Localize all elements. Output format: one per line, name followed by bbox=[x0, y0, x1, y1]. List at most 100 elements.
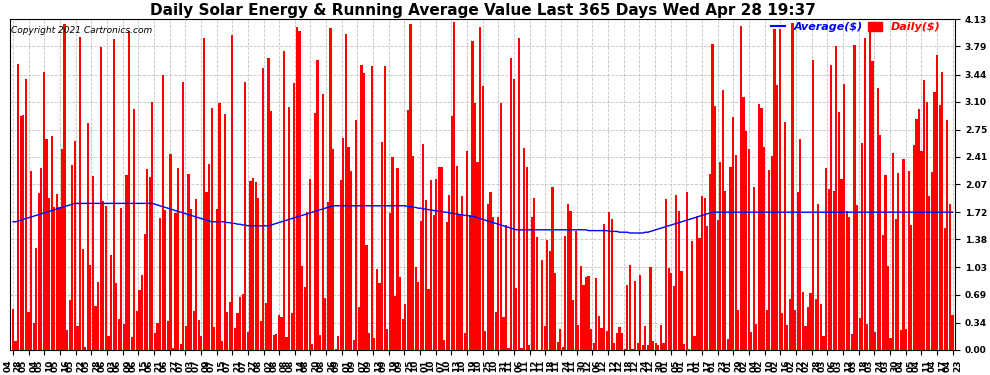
Bar bbox=[593, 343, 595, 350]
Bar bbox=[738, 310, 740, 350]
Bar bbox=[564, 236, 566, 350]
Bar bbox=[670, 273, 672, 350]
Bar bbox=[25, 79, 27, 350]
Bar bbox=[929, 196, 931, 350]
Bar bbox=[941, 72, 943, 350]
Bar bbox=[474, 104, 476, 350]
Bar bbox=[58, 207, 60, 350]
Bar bbox=[370, 66, 373, 350]
Bar bbox=[428, 289, 430, 350]
Bar bbox=[458, 215, 460, 350]
Bar bbox=[345, 34, 347, 350]
Bar bbox=[417, 282, 420, 350]
Bar bbox=[453, 22, 455, 350]
Bar bbox=[742, 97, 744, 350]
Bar bbox=[572, 300, 574, 350]
Bar bbox=[879, 135, 881, 350]
Bar bbox=[324, 298, 327, 350]
Bar bbox=[931, 172, 933, 350]
Bar bbox=[559, 329, 561, 350]
Bar bbox=[438, 167, 440, 350]
Bar bbox=[17, 64, 19, 350]
Bar bbox=[394, 296, 396, 350]
Bar bbox=[412, 156, 414, 350]
Bar bbox=[386, 329, 388, 350]
Bar bbox=[678, 211, 680, 350]
Bar bbox=[554, 273, 556, 350]
Bar bbox=[378, 283, 380, 350]
Bar bbox=[768, 170, 770, 350]
Bar bbox=[270, 111, 272, 350]
Bar bbox=[298, 31, 301, 350]
Bar bbox=[487, 204, 489, 350]
Bar bbox=[789, 299, 791, 350]
Bar bbox=[701, 196, 703, 350]
Bar bbox=[383, 66, 386, 350]
Bar bbox=[939, 105, 940, 350]
Bar bbox=[812, 60, 814, 350]
Bar bbox=[508, 348, 510, 350]
Bar bbox=[350, 171, 352, 350]
Bar bbox=[882, 235, 884, 350]
Bar bbox=[634, 281, 637, 350]
Bar bbox=[200, 336, 203, 350]
Bar bbox=[903, 159, 905, 350]
Bar bbox=[771, 156, 773, 350]
Bar bbox=[33, 323, 35, 350]
Bar bbox=[389, 213, 391, 350]
Bar bbox=[206, 192, 208, 350]
Bar bbox=[871, 62, 873, 350]
Bar bbox=[134, 109, 136, 350]
Bar bbox=[497, 217, 499, 350]
Bar bbox=[732, 117, 735, 350]
Bar bbox=[523, 148, 525, 350]
Bar bbox=[203, 38, 205, 350]
Bar bbox=[544, 326, 545, 350]
Bar bbox=[536, 237, 538, 350]
Bar bbox=[730, 167, 732, 350]
Bar bbox=[301, 266, 303, 350]
Bar bbox=[675, 195, 677, 350]
Bar bbox=[590, 329, 592, 350]
Bar bbox=[232, 35, 234, 350]
Bar bbox=[402, 319, 404, 350]
Bar bbox=[41, 168, 43, 350]
Bar bbox=[776, 84, 778, 350]
Bar bbox=[224, 114, 226, 350]
Bar bbox=[177, 168, 179, 350]
Bar bbox=[275, 334, 277, 350]
Legend: Average($), Daily($): Average($), Daily($) bbox=[767, 18, 944, 37]
Bar bbox=[259, 321, 262, 350]
Bar bbox=[574, 231, 577, 350]
Bar bbox=[338, 336, 340, 350]
Bar bbox=[311, 344, 314, 350]
Bar bbox=[484, 332, 486, 350]
Bar bbox=[598, 316, 600, 350]
Bar bbox=[110, 255, 112, 350]
Bar bbox=[518, 38, 520, 350]
Bar bbox=[828, 189, 830, 350]
Bar bbox=[763, 147, 765, 350]
Bar bbox=[874, 332, 876, 350]
Bar bbox=[831, 65, 833, 350]
Bar bbox=[869, 26, 871, 350]
Bar bbox=[97, 282, 99, 350]
Bar bbox=[148, 177, 150, 350]
Bar bbox=[629, 265, 631, 350]
Bar bbox=[12, 309, 14, 350]
Bar bbox=[50, 136, 52, 350]
Bar bbox=[396, 168, 399, 350]
Bar bbox=[918, 109, 920, 350]
Bar bbox=[115, 282, 117, 350]
Bar bbox=[600, 328, 603, 350]
Bar bbox=[283, 51, 285, 350]
Bar bbox=[608, 211, 610, 350]
Bar bbox=[561, 347, 564, 350]
Bar bbox=[376, 269, 378, 350]
Bar bbox=[373, 338, 375, 350]
Bar bbox=[619, 327, 621, 350]
Bar bbox=[131, 337, 133, 350]
Bar bbox=[569, 211, 571, 350]
Bar bbox=[556, 342, 558, 350]
Bar bbox=[446, 222, 447, 350]
